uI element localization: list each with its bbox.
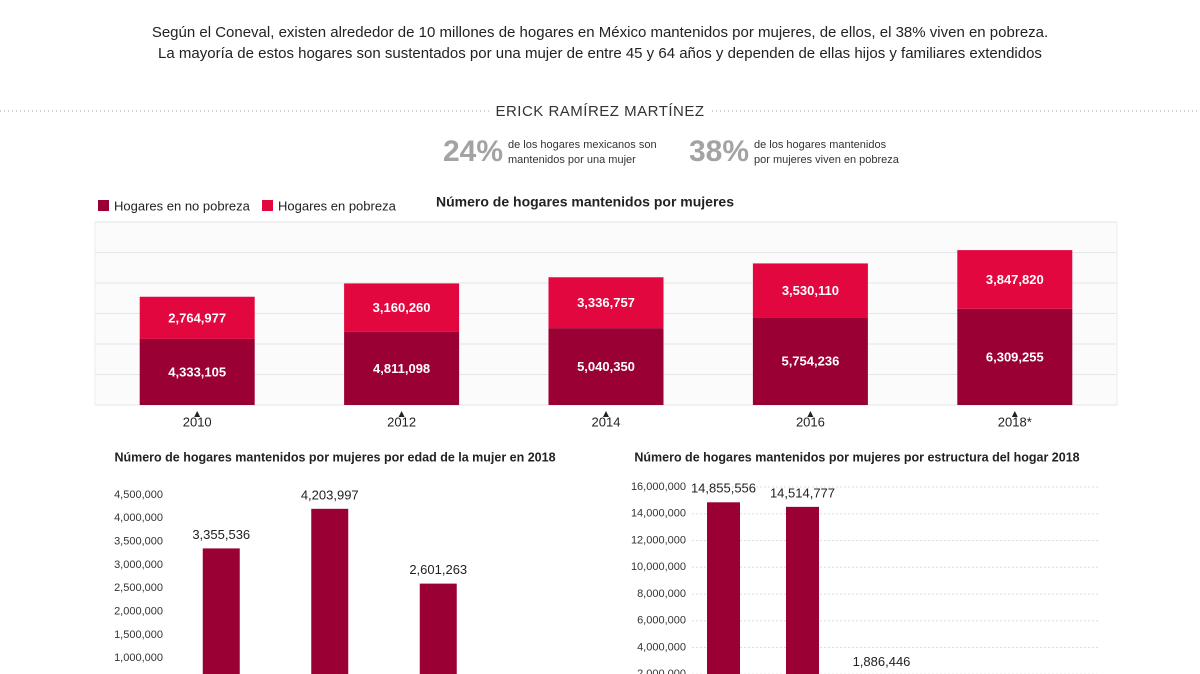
bar-segment (139, 338, 255, 405)
bar-segment (548, 328, 664, 405)
y-tick-label: 4,000,000 (637, 641, 686, 653)
value-label: 4,811,098 (373, 361, 430, 376)
value-label: 1,886,446 (853, 654, 911, 669)
y-tick-label: 12,000,000 (631, 534, 686, 546)
value-label: 2,764,977 (168, 310, 226, 325)
x-tick-label: 2014 (592, 414, 621, 429)
y-tick-label: 10,000,000 (631, 561, 686, 573)
value-label: 14,855,556 (691, 481, 756, 496)
value-label: 14,514,777 (770, 485, 835, 500)
x-tick-marker (807, 411, 814, 417)
x-tick-label: 2018* (998, 414, 1032, 429)
chart-title: Número de hogares mantenidos por mujeres (436, 194, 734, 210)
y-tick-label: 14,000,000 (631, 508, 686, 520)
legend-swatch (98, 200, 109, 211)
value-label: 3,160,260 (373, 300, 431, 315)
value-label: 3,336,757 (577, 295, 635, 310)
bar-segment (548, 277, 664, 329)
bar-segment (752, 317, 868, 405)
stat-figure: 38% (689, 135, 749, 168)
bar-segment (752, 263, 868, 318)
y-tick-label: 6,000,000 (637, 615, 686, 627)
x-tick-marker (398, 411, 405, 417)
bar (202, 548, 240, 674)
y-tick-label: 3,500,000 (114, 536, 163, 548)
bar-segment (957, 250, 1073, 309)
bar-segment (139, 296, 255, 339)
chart-title: Número de hogares mantenidos por mujeres… (114, 450, 555, 464)
bar-segment (344, 331, 460, 405)
value-label: 3,847,820 (986, 272, 1044, 287)
value-label: 3,355,536 (192, 527, 250, 542)
x-tick-marker (1011, 411, 1018, 417)
y-tick-label: 8,000,000 (637, 588, 686, 600)
value-label: 4,203,997 (301, 487, 359, 502)
bar-segment (957, 308, 1073, 405)
value-label: 3,530,110 (782, 283, 839, 298)
x-tick-marker (194, 411, 201, 417)
subtitle: La mayoría de estos hogares son sustenta… (158, 45, 1042, 62)
value-label: 2,601,263 (409, 562, 467, 577)
bar (707, 502, 740, 674)
stat-text: de los hogares mantenidos (754, 139, 887, 151)
stat-figure: 24% (443, 135, 503, 168)
bar (786, 506, 819, 674)
bar-segment (344, 283, 460, 332)
x-tick-label: 2010 (183, 414, 212, 429)
legend-label: Hogares en no pobreza (114, 198, 251, 213)
value-label: 4,333,105 (168, 364, 226, 379)
legend-label: Hogares en pobreza (278, 198, 397, 213)
chart-title: Número de hogares mantenidos por mujeres… (634, 450, 1079, 464)
bar (419, 583, 457, 674)
subtitle: Según el Coneval, existen alrededor de 1… (152, 24, 1048, 41)
stat-text: por mujeres viven en pobreza (754, 154, 900, 166)
y-tick-label: 2,000,000 (114, 606, 163, 618)
x-tick-label: 2016 (796, 414, 825, 429)
legend-swatch (262, 200, 273, 211)
bar (311, 508, 349, 674)
value-label: 6,309,255 (986, 349, 1044, 364)
stat-text: mantenidos por una mujer (508, 154, 636, 166)
x-tick-marker (603, 411, 609, 417)
y-tick-label: 4,000,000 (114, 512, 163, 524)
author: ERICK RAMÍREZ MARTÍNEZ (495, 103, 704, 120)
y-tick-label: 2,000,000 (637, 668, 686, 674)
stat-text: de los hogares mexicanos son (508, 139, 657, 151)
value-label: 5,754,236 (781, 354, 839, 369)
y-tick-label: 3,000,000 (114, 559, 163, 571)
y-tick-label: 2,500,000 (114, 582, 163, 594)
x-tick-label: 2012 (387, 414, 416, 429)
y-tick-label: 1,000,000 (114, 652, 163, 664)
value-label: 5,040,350 (577, 359, 635, 374)
y-tick-label: 1,500,000 (114, 629, 163, 641)
y-tick-label: 4,500,000 (114, 489, 163, 501)
y-tick-label: 16,000,000 (631, 481, 686, 493)
